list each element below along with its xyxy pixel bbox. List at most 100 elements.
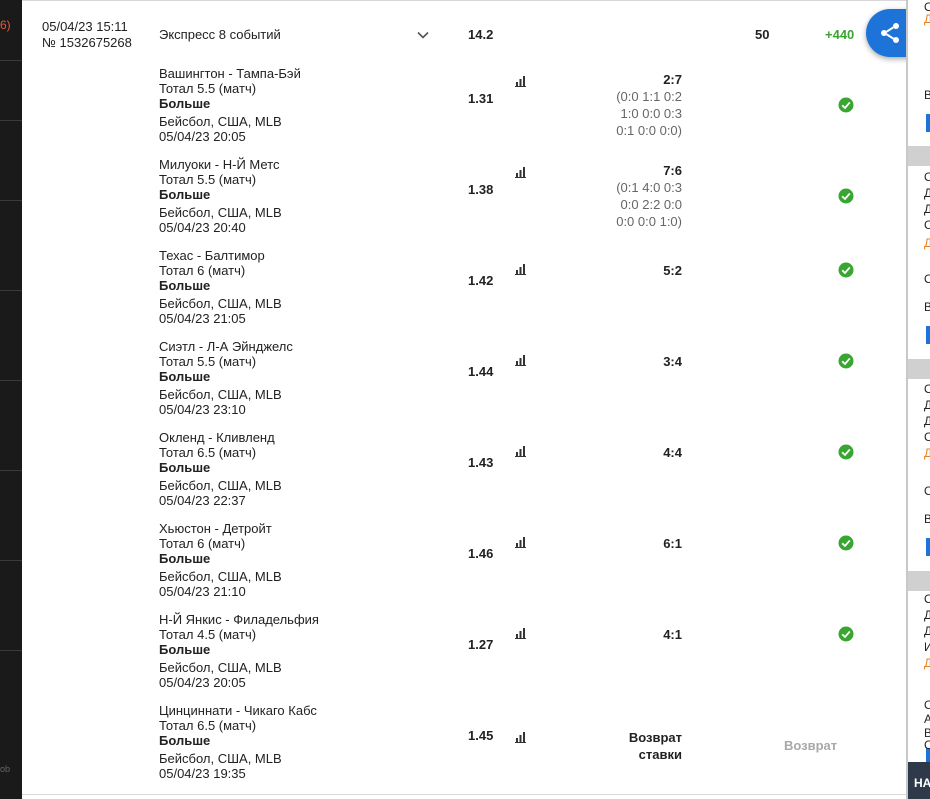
right-panel-footer-label: НА — [914, 776, 930, 790]
event-match: Цинциннати - Чикаго Кабс — [159, 703, 317, 718]
event-selection: Больше — [159, 369, 211, 384]
event-score: 6:1 — [663, 535, 682, 552]
event-match: Вашингтон - Тампа-Бэй — [159, 66, 301, 81]
check-circle-icon — [838, 626, 854, 642]
event-score-detail: (0:0 1:1 0:2 — [616, 89, 682, 104]
event-odds: 1.45 — [468, 728, 494, 743]
event-status-refund: Возврат — [784, 738, 838, 753]
event-datetime: 05/04/23 19:35 — [159, 766, 246, 781]
event-score: 4:4 — [663, 444, 682, 461]
right-panel-letter: О — [924, 0, 930, 14]
event-row: Н-Й Янкис - Филадельфия Тотал 4.5 (матч) Б… — [22, 612, 908, 703]
right-panel-letter: Д — [924, 12, 930, 26]
event-row: Окленд - Кливленд Тотал 6.5 (матч) Больше Б… — [22, 430, 908, 521]
bet-winnings: +440 — [825, 27, 855, 42]
stats-icon[interactable] — [515, 263, 527, 275]
divider — [0, 120, 22, 121]
event-selection: Больше — [159, 96, 211, 111]
stats-icon[interactable] — [515, 354, 527, 366]
right-panel-letter: Д — [924, 446, 930, 460]
event-score: 7:6 (0:1 4:0 0:3 0:0 2:2 0:0 0:0 0:0 1:0) — [616, 162, 682, 230]
event-match: Окленд - Кливленд — [159, 430, 275, 445]
stats-icon[interactable] — [515, 166, 527, 178]
check-circle-icon — [838, 97, 854, 113]
event-score-detail: 1:0 0:0 0:3 — [620, 106, 682, 121]
event-score-detail: 0:1 0:0 0:0) — [616, 123, 682, 138]
event-market: Тотал 5.5 (матч) — [159, 81, 257, 96]
event-league: Бейсбол, США, MLB — [159, 751, 282, 766]
divider — [22, 0, 908, 1]
bet-history-panel: 05/04/23 15:11 № 1532675268 Экспресс 8 с… — [22, 0, 908, 799]
right-panel-letter: И — [924, 640, 930, 654]
scrollbar[interactable] — [906, 0, 908, 799]
event-league: Бейсбол, США, MLB — [159, 569, 282, 584]
event-league: Бейсбол, США, MLB — [159, 205, 282, 220]
right-panel-letter: О — [924, 382, 930, 396]
event-market: Тотал 6 (матч) — [159, 263, 246, 278]
right-panel-letter: О — [924, 484, 930, 498]
divider — [908, 571, 930, 591]
stats-icon[interactable] — [515, 536, 527, 548]
divider — [0, 200, 22, 201]
event-score: 5:2 — [663, 262, 682, 279]
event-market: Тотал 5.5 (матч) — [159, 172, 257, 187]
right-panel-footer[interactable]: НА — [908, 762, 930, 799]
right-panel-button[interactable] — [926, 326, 930, 344]
right-panel-letter: В — [924, 300, 930, 314]
event-odds: 1.44 — [468, 364, 494, 379]
right-panel-letter: Д — [924, 202, 930, 216]
divider — [22, 794, 908, 795]
event-match: Хьюстон - Детройт — [159, 521, 272, 536]
event-datetime: 05/04/23 22:37 — [159, 493, 246, 508]
event-selection: Больше — [159, 460, 211, 475]
event-final-score: 4:1 — [663, 627, 682, 642]
event-final-score: 2:7 — [663, 72, 682, 87]
event-odds: 1.42 — [468, 273, 494, 288]
check-circle-icon — [838, 353, 854, 369]
right-panel-button[interactable] — [926, 748, 930, 766]
event-datetime: 05/04/23 20:05 — [159, 675, 246, 690]
bet-number: № 1532675268 — [42, 35, 132, 50]
event-match: Сиэтл - Л-А Эйнджелс — [159, 339, 293, 354]
event-selection: Больше — [159, 733, 211, 748]
event-league: Бейсбол, США, MLB — [159, 387, 282, 402]
event-market: Тотал 6.5 (матч) — [159, 445, 257, 460]
right-panel-button[interactable] — [926, 114, 930, 132]
event-score: 4:1 — [663, 626, 682, 643]
divider — [0, 60, 22, 61]
event-market: Тотал 5.5 (матч) — [159, 354, 257, 369]
event-row: Техас - Балтимор Тотал 6 (матч) Больше Бейс… — [22, 248, 908, 339]
right-panel-letter: О — [924, 170, 930, 184]
check-circle-icon — [838, 444, 854, 460]
check-circle-icon — [838, 262, 854, 278]
stats-icon[interactable] — [515, 445, 527, 457]
right-panel-button[interactable] — [926, 538, 930, 556]
check-circle-icon — [838, 535, 854, 551]
event-score-detail: 0:0 2:2 0:0 — [620, 197, 682, 212]
share-icon — [881, 23, 899, 43]
divider — [908, 359, 930, 379]
event-match: Техас - Балтимор — [159, 248, 265, 263]
event-refund-text: ставки — [638, 747, 682, 762]
stats-icon[interactable] — [515, 75, 527, 87]
chevron-down-icon[interactable] — [415, 27, 431, 43]
event-datetime: 05/04/23 21:05 — [159, 311, 246, 326]
event-league: Бейсбол, США, MLB — [159, 660, 282, 675]
right-panel-letter: Д — [924, 236, 930, 250]
right-panel-letter: Д — [924, 624, 930, 638]
right-panel-letter: А — [924, 712, 930, 726]
event-league: Бейсбол, США, MLB — [159, 114, 282, 129]
right-panel-letter: В — [924, 88, 930, 102]
event-final-score: 6:1 — [663, 536, 682, 551]
event-row: Хьюстон - Детройт Тотал 6 (матч) Больше Бей… — [22, 521, 908, 612]
right-panel-letter: С — [924, 218, 930, 232]
event-market: Тотал 6.5 (матч) — [159, 718, 257, 733]
event-score-detail: 0:0 0:0 1:0) — [616, 214, 682, 229]
right-panel-letter: Д — [924, 186, 930, 200]
event-league: Бейсбол, США, MLB — [159, 478, 282, 493]
share-button[interactable] — [866, 9, 908, 57]
event-score: Возврат ставки — [629, 729, 682, 763]
stats-icon[interactable] — [515, 627, 527, 639]
stats-icon[interactable] — [515, 731, 527, 743]
event-score-detail: (0:1 4:0 0:3 — [616, 180, 682, 195]
